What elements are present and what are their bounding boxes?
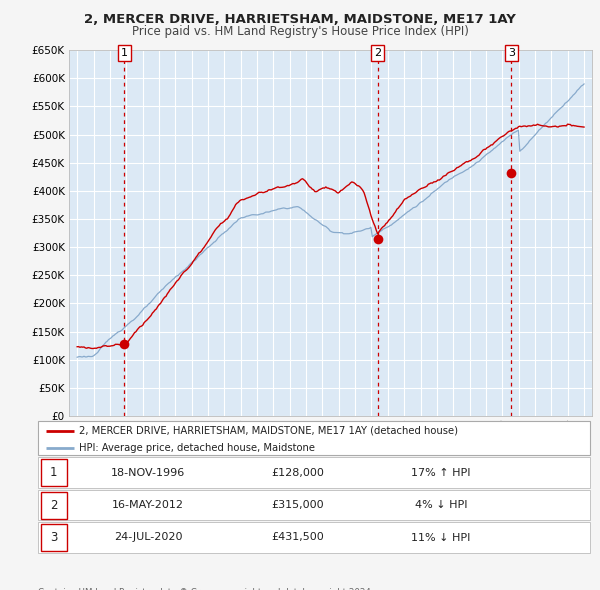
Text: 1: 1	[121, 48, 128, 58]
Text: 4% ↓ HPI: 4% ↓ HPI	[415, 500, 467, 510]
Text: 2, MERCER DRIVE, HARRIETSHAM, MAIDSTONE, ME17 1AY (detached house): 2, MERCER DRIVE, HARRIETSHAM, MAIDSTONE,…	[79, 426, 458, 436]
Text: 3: 3	[508, 48, 515, 58]
Text: HPI: Average price, detached house, Maidstone: HPI: Average price, detached house, Maid…	[79, 443, 315, 453]
Bar	[41, 524, 67, 551]
Text: 2, MERCER DRIVE, HARRIETSHAM, MAIDSTONE, ME17 1AY: 2, MERCER DRIVE, HARRIETSHAM, MAIDSTONE,…	[84, 13, 516, 26]
Text: 2: 2	[50, 499, 58, 512]
Text: 18-NOV-1996: 18-NOV-1996	[111, 468, 185, 477]
Text: 16-MAY-2012: 16-MAY-2012	[112, 500, 184, 510]
Text: 1: 1	[50, 466, 58, 479]
Text: £431,500: £431,500	[271, 533, 323, 542]
Text: 11% ↓ HPI: 11% ↓ HPI	[411, 533, 470, 542]
Bar	[41, 459, 67, 486]
Text: Price paid vs. HM Land Registry's House Price Index (HPI): Price paid vs. HM Land Registry's House …	[131, 25, 469, 38]
Text: £128,000: £128,000	[271, 468, 323, 477]
Text: 17% ↑ HPI: 17% ↑ HPI	[411, 468, 470, 477]
Bar	[41, 491, 67, 519]
Text: 2: 2	[374, 48, 381, 58]
Text: Contains HM Land Registry data © Crown copyright and database right 2024.: Contains HM Land Registry data © Crown c…	[38, 588, 373, 590]
Text: 24-JUL-2020: 24-JUL-2020	[114, 533, 182, 542]
Text: £315,000: £315,000	[271, 500, 323, 510]
Text: 3: 3	[50, 531, 58, 544]
